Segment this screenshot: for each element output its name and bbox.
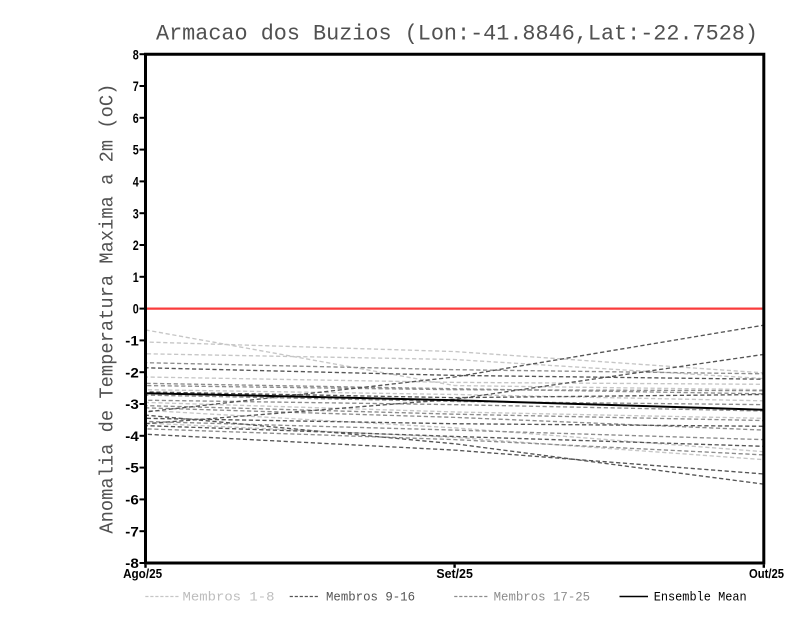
svg-text:1: 1 xyxy=(133,269,139,285)
svg-text:-3: -3 xyxy=(125,396,139,412)
svg-text:Membros 9-16: Membros 9-16 xyxy=(326,591,415,605)
svg-text:3: 3 xyxy=(133,205,139,221)
svg-text:2: 2 xyxy=(133,237,139,253)
svg-text:-4: -4 xyxy=(125,428,139,444)
svg-text:5: 5 xyxy=(133,142,139,158)
svg-text:-6: -6 xyxy=(125,492,139,508)
svg-text:6: 6 xyxy=(133,110,139,126)
svg-text:-2: -2 xyxy=(125,364,139,380)
svg-text:8: 8 xyxy=(133,46,139,62)
svg-text:Membros 1-8: Membros 1-8 xyxy=(183,591,275,605)
svg-text:-1: -1 xyxy=(125,333,139,349)
svg-text:Membros 17-25: Membros 17-25 xyxy=(494,591,590,605)
svg-text:7: 7 xyxy=(133,78,139,94)
svg-text:4: 4 xyxy=(133,174,139,190)
svg-text:Armacao dos Buzios (Lon:-41.88: Armacao dos Buzios (Lon:-41.8846,Lat:-22… xyxy=(156,21,758,47)
svg-text:Ensemble Mean: Ensemble Mean xyxy=(654,591,747,605)
svg-text:Anomalia de Temperatura Maxima: Anomalia de Temperatura Maxima a 2m (oC) xyxy=(97,84,119,534)
svg-text:-5: -5 xyxy=(125,460,139,476)
svg-text:-8: -8 xyxy=(125,555,139,571)
svg-text:-7: -7 xyxy=(125,523,139,539)
svg-text:Ago/25: Ago/25 xyxy=(123,567,162,581)
svg-text:Out/25: Out/25 xyxy=(749,567,784,581)
svg-text:0: 0 xyxy=(133,301,139,317)
svg-text:Set/25: Set/25 xyxy=(436,567,473,581)
